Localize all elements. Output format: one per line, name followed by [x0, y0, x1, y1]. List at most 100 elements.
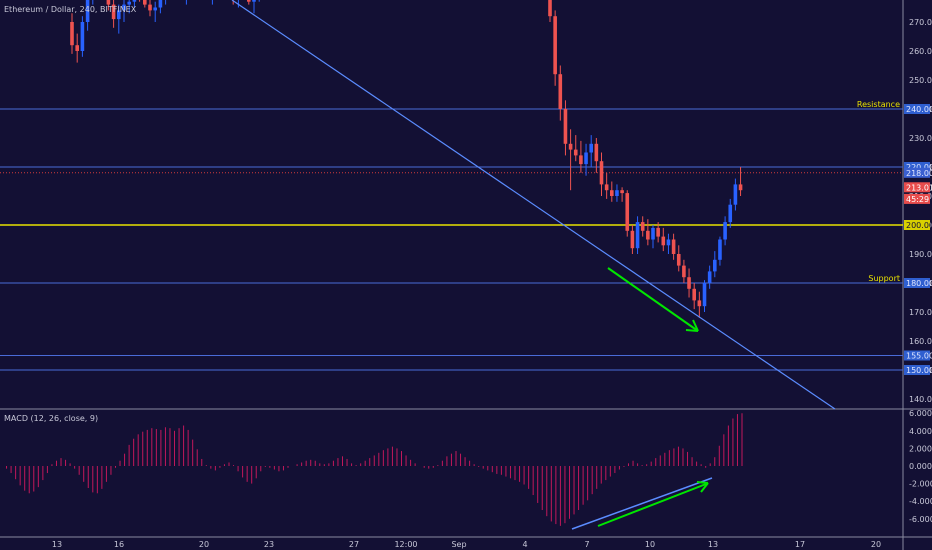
candle-body[interactable]: [584, 152, 588, 165]
candle-body[interactable]: [558, 74, 563, 109]
candle-body[interactable]: [656, 227, 660, 237]
price-tag: [904, 167, 930, 178]
candle-body[interactable]: [707, 271, 712, 283]
candle-body[interactable]: [676, 254, 681, 266]
candle-body[interactable]: [568, 143, 573, 150]
candle-body[interactable]: [687, 277, 691, 289]
candle-body[interactable]: [682, 265, 686, 278]
macd-title: MACD (12, 26, close, 9): [4, 414, 98, 423]
resistance-label: Resistance: [857, 100, 900, 109]
candle-body[interactable]: [713, 259, 717, 272]
time-tick-label: 4: [522, 540, 527, 549]
candle-body[interactable]: [651, 227, 655, 240]
candle-body[interactable]: [728, 204, 733, 223]
candle-body[interactable]: [573, 149, 578, 156]
price-tag-label: 240.00: [906, 105, 932, 114]
candle-body[interactable]: [723, 222, 727, 240]
candle-body[interactable]: [153, 7, 157, 11]
green-arrow-macd: [597, 483, 707, 527]
price-tick-label: 160.00: [909, 337, 932, 346]
candle-body[interactable]: [604, 184, 609, 191]
candle-body[interactable]: [247, 0, 251, 2]
arrow-head-icon: [685, 319, 699, 332]
candle-body[interactable]: [718, 239, 722, 260]
time-tick-label: 17: [795, 540, 805, 549]
candle-body[interactable]: [563, 109, 568, 144]
time-tick-label: 20: [199, 540, 209, 549]
downtrend-line[interactable]: [231, 0, 836, 410]
candle-body[interactable]: [733, 184, 738, 205]
candle-body[interactable]: [127, 1, 131, 5]
candle-body[interactable]: [75, 45, 79, 51]
time-tick-label: 13: [52, 540, 62, 549]
price-tag-label: 200.00: [906, 221, 932, 230]
candle-body[interactable]: [117, 10, 121, 20]
time-tick-label: 12:00: [394, 540, 417, 549]
candle-body[interactable]: [640, 222, 645, 231]
candle-body[interactable]: [620, 190, 624, 194]
macd-trend-line[interactable]: [571, 477, 713, 530]
candle-body[interactable]: [599, 161, 604, 185]
price-tag: [904, 365, 930, 375]
price-tag-label: 155.00: [906, 352, 932, 361]
time-tick-label: 20: [871, 540, 881, 549]
candle-body[interactable]: [148, 4, 152, 11]
candle-body[interactable]: [671, 239, 676, 255]
candle-body[interactable]: [646, 230, 650, 240]
price-tag: [904, 162, 930, 172]
candle-body[interactable]: [666, 239, 671, 246]
candle-body[interactable]: [625, 193, 630, 231]
candle-body[interactable]: [661, 236, 666, 246]
candle-body[interactable]: [143, 0, 147, 5]
candle-body[interactable]: [553, 16, 557, 75]
candle-body[interactable]: [697, 300, 702, 307]
candle-body[interactable]: [85, 0, 90, 23]
price-tick-label: 230.00: [909, 134, 932, 143]
time-tick-label: 13: [708, 540, 718, 549]
time-tick-label: 10: [645, 540, 655, 549]
price-tick-label: 140.00: [909, 395, 932, 404]
price-tick-label: 170.00: [909, 308, 932, 317]
candle-body[interactable]: [610, 190, 614, 196]
time-tick-label: 23: [264, 540, 274, 549]
candle-body[interactable]: [122, 4, 126, 11]
candle-body[interactable]: [692, 288, 696, 301]
price-tag: [904, 350, 930, 361]
price-tag: [904, 193, 930, 204]
candle-body[interactable]: [106, 0, 111, 5]
price-tag: [904, 104, 930, 114]
price-tick-label: 260.00: [909, 47, 932, 56]
candle-body[interactable]: [111, 4, 116, 20]
time-tick-label: 7: [584, 540, 589, 549]
candle-body[interactable]: [738, 184, 743, 191]
candle-body[interactable]: [594, 143, 599, 162]
candle-body[interactable]: [635, 222, 640, 249]
price-tag: [904, 278, 930, 288]
candle-body[interactable]: [252, 0, 256, 2]
symbol-title: Ethereum / Dollar, 240, BITFINEX: [4, 5, 137, 14]
candle-body[interactable]: [702, 283, 707, 307]
candle-body[interactable]: [158, 0, 163, 8]
price-tick-label: 270.00: [909, 18, 932, 27]
price-tag-label: 213.01: [906, 183, 932, 192]
candle-body[interactable]: [630, 230, 635, 249]
price-tick-label: 190.00: [909, 250, 932, 259]
candle-body[interactable]: [70, 22, 74, 46]
time-tick-label: 16: [114, 540, 124, 549]
price-tick-label: 250.00: [909, 76, 932, 85]
candle-body[interactable]: [548, 0, 552, 17]
candle-body[interactable]: [80, 22, 85, 51]
candle-body[interactable]: [132, 0, 137, 2]
candle-body[interactable]: [589, 143, 593, 153]
candle-body[interactable]: [615, 190, 619, 196]
price-tag-label: 218.00: [906, 169, 932, 178]
candle-body[interactable]: [579, 155, 583, 165]
